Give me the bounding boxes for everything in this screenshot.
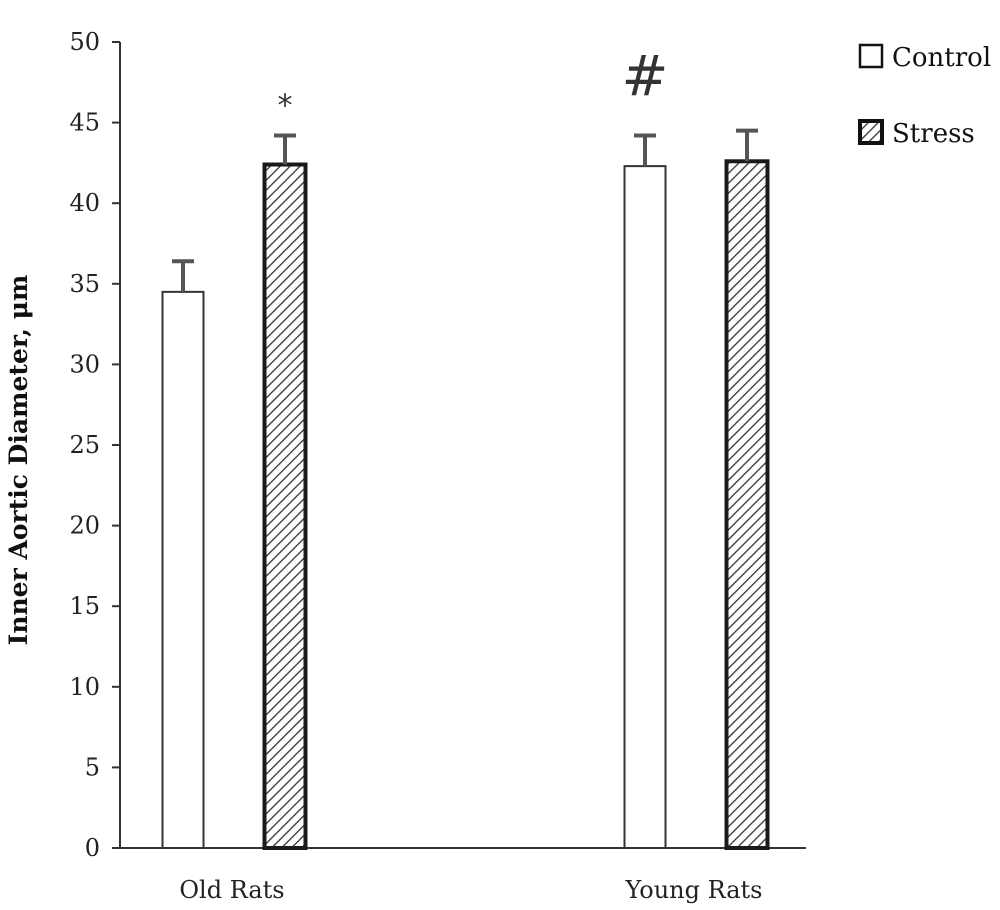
asterisk-significance-mark: *	[278, 88, 293, 123]
bars-group	[161, 159, 770, 850]
y-tick-label: 25	[69, 431, 100, 459]
y-tick-label: 20	[69, 512, 100, 540]
bar-stress-young-rats	[724, 159, 770, 850]
x-category-label: Old Rats	[179, 876, 284, 904]
y-tick-label: 45	[69, 109, 100, 137]
y-tick-group: 0 5 10 15 20 25 30 35 40 45 50	[69, 28, 120, 862]
annotations-group: * #	[278, 44, 669, 123]
bar-control-young-rats	[623, 165, 667, 849]
hash-significance-mark: #	[622, 44, 669, 109]
y-tick-label: 10	[69, 673, 100, 701]
y-tick-label: 50	[69, 28, 100, 56]
legend-label-control: Control	[892, 43, 991, 73]
legend: Control Stress	[858, 43, 991, 149]
category-labels-group: Old Rats Young Rats	[179, 876, 762, 904]
y-tick-label: 5	[85, 753, 100, 781]
y-tick-label: 35	[69, 270, 100, 298]
bar-control-old-rats	[161, 290, 205, 849]
y-tick-label: 15	[69, 592, 100, 620]
y-tick-label: 40	[69, 189, 100, 217]
bar-stress-old-rats	[262, 162, 308, 850]
x-category-label: Young Rats	[624, 876, 762, 904]
legend-label-stress: Stress	[892, 119, 975, 149]
legend-swatch-control	[858, 43, 884, 69]
axes	[119, 42, 806, 849]
y-tick-label: 30	[69, 350, 100, 378]
y-axis-label: Inner Aortic Diameter, μm	[4, 275, 33, 646]
y-tick-label: 0	[85, 834, 100, 862]
error-bars-group	[172, 128, 758, 292]
legend-swatch-stress	[858, 119, 884, 145]
